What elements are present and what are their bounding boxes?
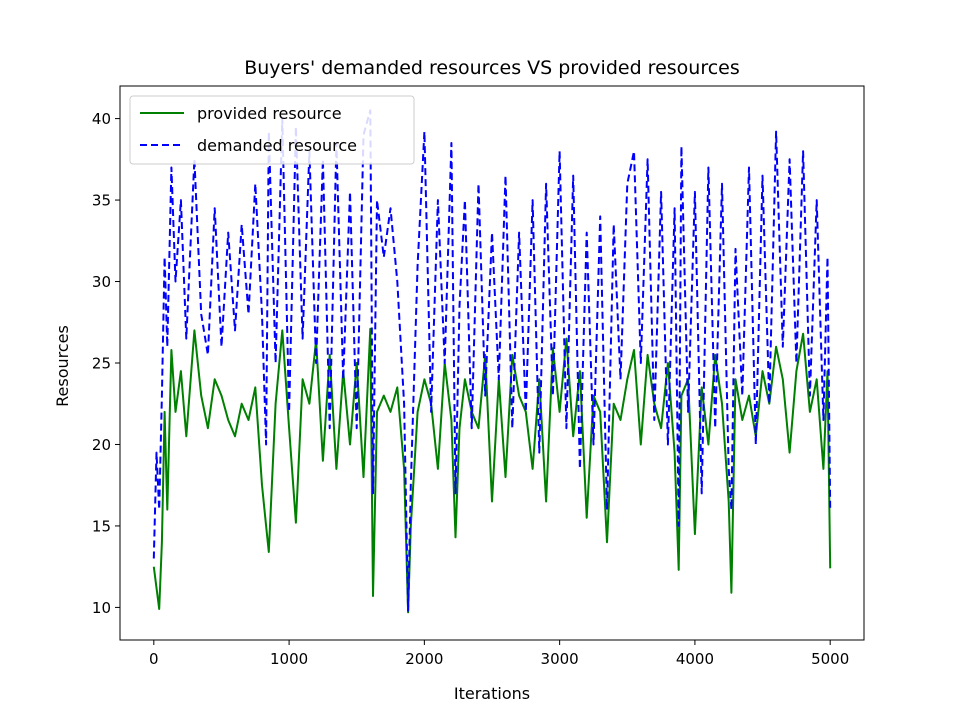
- plot-area: [152, 109, 832, 614]
- x-tick-label: 2000: [405, 650, 443, 668]
- y-tick-label: 30: [92, 273, 111, 291]
- x-tick-label: 3000: [541, 650, 579, 668]
- x-axis: 0 1000 2000 3000 4000 5000: [149, 640, 849, 668]
- chart-title: Buyers' demanded resources VS provided r…: [244, 57, 740, 79]
- x-axis-label: Iterations: [454, 684, 530, 703]
- y-tick-label: 25: [92, 355, 111, 373]
- y-axis: 10 15 20 25 30 35 40: [92, 110, 120, 617]
- series-line-provided-resource: [152, 327, 832, 614]
- x-tick-label: 5000: [811, 650, 849, 668]
- y-tick-label: 40: [92, 110, 111, 128]
- plot-frame: [119, 85, 865, 641]
- y-axis-label: Resources: [53, 325, 72, 407]
- y-tick-label: 10: [92, 599, 111, 617]
- legend-label-provided: provided resource: [197, 104, 342, 123]
- legend-label-demanded: demanded resource: [197, 136, 357, 155]
- y-tick-label: 20: [92, 436, 111, 454]
- legend-box: [129, 95, 415, 165]
- legend: provided resource demanded resource: [129, 95, 415, 165]
- y-tick-label: 15: [92, 517, 111, 535]
- x-tick-label: 1000: [270, 650, 308, 668]
- x-tick-label: 4000: [676, 650, 714, 668]
- x-tick-label: 0: [149, 650, 159, 668]
- y-tick-label: 35: [92, 192, 111, 210]
